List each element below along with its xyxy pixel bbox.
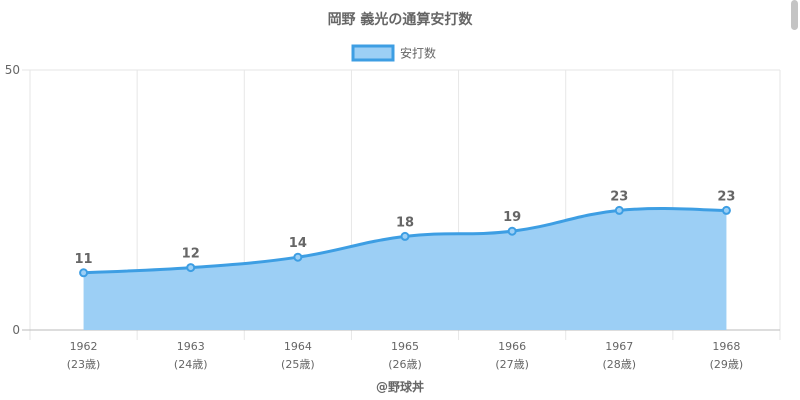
y-axis: 0 50 (5, 63, 20, 337)
y-tick-label: 50 (5, 63, 20, 77)
scrollbar[interactable] (791, 0, 798, 30)
data-point (293, 252, 303, 262)
x-tick-label: 1965 (391, 340, 419, 353)
x-tick-age-label: (28歳) (602, 358, 636, 371)
y-tick-label: 0 (12, 323, 20, 337)
data-label: 12 (182, 247, 200, 262)
x-tick-age-label: (25歳) (281, 358, 315, 371)
series-area (83, 208, 727, 330)
legend-swatch (351, 44, 395, 62)
x-tick-age-label: (24歳) (174, 358, 208, 371)
x-tick-label: 1968 (712, 340, 740, 353)
x-tick-label: 1962 (70, 340, 98, 353)
x-axis-label: @野球丼 (376, 379, 424, 394)
x-tick-label: 1963 (177, 340, 205, 353)
data-point (400, 231, 410, 241)
x-tick-age-label: (29歳) (710, 358, 744, 371)
data-label: 14 (289, 236, 307, 251)
data-point (186, 263, 196, 273)
chart-title: 岡野 義光の通算安打数 (328, 11, 474, 28)
legend[interactable]: 安打数 (351, 44, 436, 62)
data-label: 23 (717, 189, 735, 204)
x-tick-age-label: (27歳) (495, 358, 529, 371)
data-label: 11 (75, 252, 93, 267)
data-points (79, 205, 731, 278)
x-tick-label: 1966 (498, 340, 526, 353)
data-point (79, 268, 89, 278)
data-label: 23 (610, 189, 628, 204)
data-point (614, 205, 624, 215)
data-labels: 11 12 14 18 19 23 23 (75, 189, 736, 266)
x-tick-age-label: (23歳) (67, 358, 101, 371)
data-point (721, 205, 731, 215)
data-label: 19 (503, 210, 521, 225)
legend-label: 安打数 (400, 46, 436, 61)
data-label: 18 (396, 215, 414, 230)
x-tick-age-label: (26歳) (388, 358, 422, 371)
x-axis: 1962 (23歳) 1963 (24歳) 1964 (25歳) 1965 (26歳) 1966… (67, 340, 743, 371)
x-tick-label: 1964 (284, 340, 312, 353)
x-tick-label: 1967 (605, 340, 633, 353)
data-point (507, 226, 517, 236)
